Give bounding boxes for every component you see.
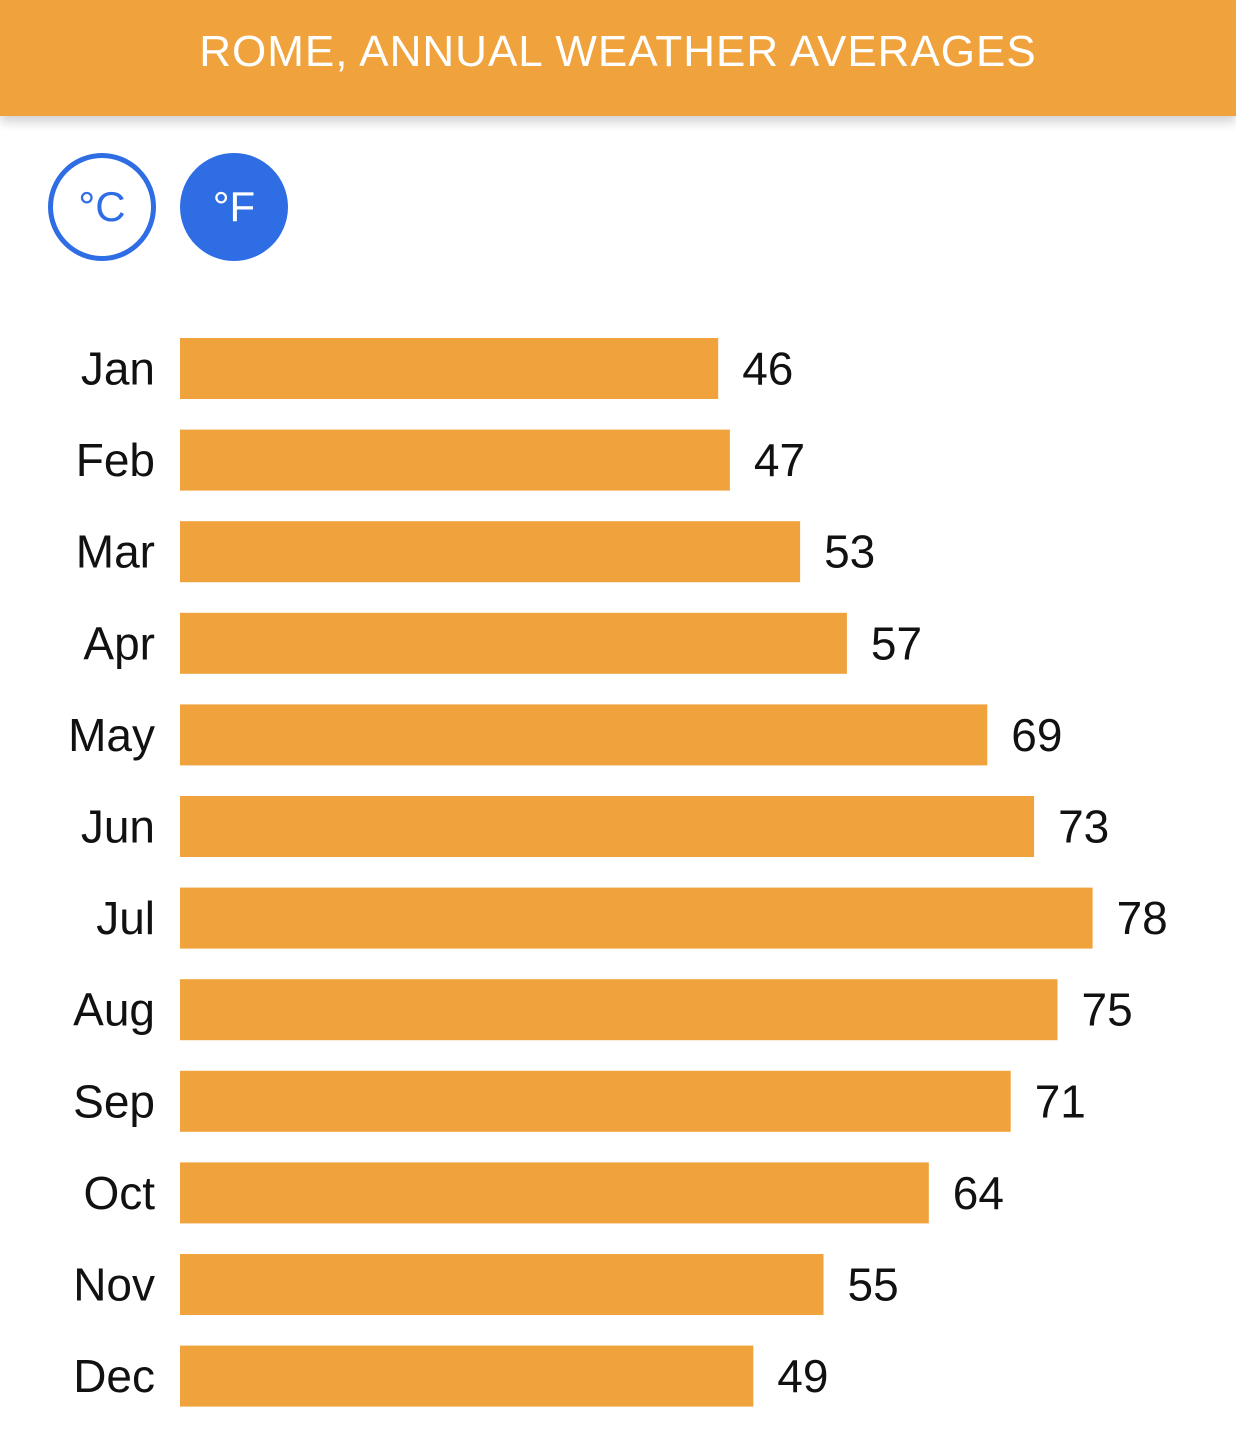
category-label-apr: Apr	[83, 617, 155, 669]
category-label-feb: Feb	[76, 434, 155, 486]
value-label-sep: 71	[1035, 1075, 1086, 1127]
category-label-nov: Nov	[73, 1259, 155, 1311]
bar-mar	[180, 521, 801, 583]
value-label-jan: 46	[742, 343, 793, 395]
page-title: ROME, ANNUAL WEATHER AVERAGES	[199, 27, 1037, 76]
bar-apr	[180, 612, 847, 674]
category-label-jul: Jul	[96, 892, 155, 944]
category-label-mar: Mar	[76, 526, 155, 578]
category-label-sep: Sep	[73, 1075, 155, 1127]
bar-jan	[180, 338, 719, 399]
value-label-feb: 47	[754, 434, 805, 486]
bar-aug	[180, 979, 1058, 1041]
bar-jul	[180, 887, 1093, 949]
category-label-jan: Jan	[81, 343, 155, 395]
value-label-aug: 75	[1082, 984, 1133, 1036]
bar-oct	[180, 1162, 929, 1224]
bar-jun	[180, 796, 1035, 857]
fahrenheit-toggle-button[interactable]: °F	[180, 153, 288, 261]
bar-dec	[180, 1345, 754, 1407]
value-label-may: 69	[1011, 709, 1062, 761]
category-label-may: May	[68, 709, 155, 761]
category-label-aug: Aug	[73, 984, 155, 1036]
bar-may	[180, 704, 988, 766]
bar-feb	[180, 429, 730, 491]
value-label-mar: 53	[824, 526, 875, 578]
category-label-oct: Oct	[83, 1167, 155, 1219]
value-label-nov: 55	[848, 1259, 899, 1311]
value-label-jul: 78	[1117, 892, 1168, 944]
bar-nov	[180, 1254, 824, 1315]
value-label-oct: 64	[953, 1167, 1004, 1219]
bar-chart: Jan 46 Feb 47 Mar 53 Apr 57 May 69 Jun 73 Jul 78 Aug 75…	[68, 338, 1168, 1407]
bar-sep	[180, 1070, 1011, 1132]
header-bar: ROME, ANNUAL WEATHER AVERAGES	[0, 0, 1236, 116]
celsius-toggle-button[interactable]: °C	[48, 153, 156, 261]
category-label-dec: Dec	[73, 1350, 155, 1402]
category-label-jun: Jun	[81, 801, 155, 853]
value-label-jun: 73	[1058, 801, 1109, 853]
value-label-apr: 57	[871, 617, 922, 669]
value-label-dec: 49	[777, 1350, 828, 1402]
